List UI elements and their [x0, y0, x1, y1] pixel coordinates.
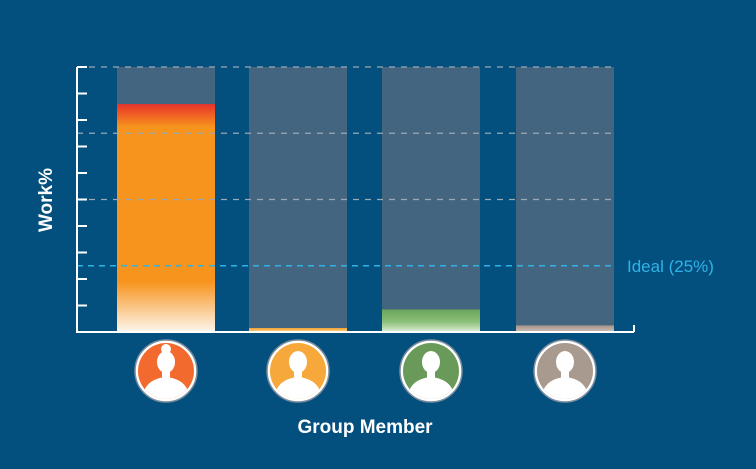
y-axis-title: Work% — [36, 168, 57, 232]
person-icon — [142, 344, 190, 399]
person-icon — [407, 351, 455, 399]
ideal-label: Ideal (25%) — [627, 257, 714, 276]
avatar-4 — [533, 339, 597, 403]
bars — [117, 104, 614, 332]
bar-3 — [382, 309, 480, 332]
person-icon — [541, 351, 589, 399]
bar-track-4 — [516, 67, 614, 332]
x-axis-title: Group Member — [297, 417, 433, 438]
bar-2 — [249, 328, 347, 332]
avatar-1 — [134, 339, 198, 403]
bar-4 — [516, 325, 614, 332]
gridlines — [77, 66, 614, 201]
axes — [76, 66, 635, 333]
y-ticks — [77, 66, 87, 333]
person-icon — [274, 351, 322, 399]
avatar-2 — [266, 339, 330, 403]
avatar-3 — [399, 339, 463, 403]
avatars — [134, 339, 597, 403]
bar-1 — [117, 104, 215, 332]
